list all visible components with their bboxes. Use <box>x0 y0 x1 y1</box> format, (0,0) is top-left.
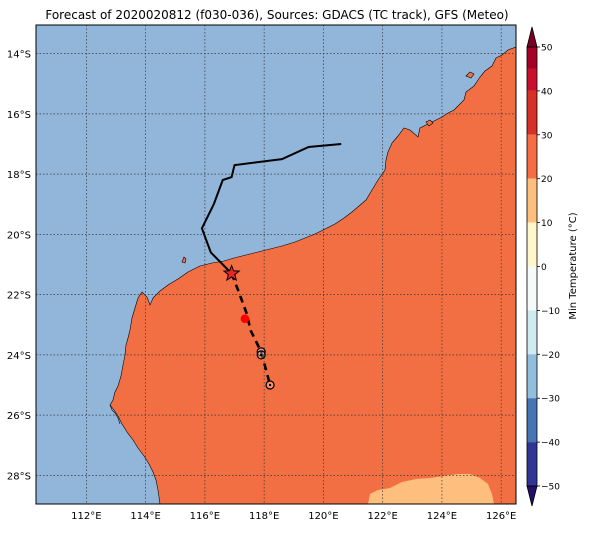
colorbar-bin <box>527 266 537 311</box>
figure-title: Forecast of 2020020812 (f030-036), Sourc… <box>45 8 508 22</box>
colorbar-tick-label: −40 <box>541 439 560 449</box>
colorbar-tick-label: −30 <box>541 395 560 405</box>
colorbar-tick-label: 0 <box>541 263 547 273</box>
y-tick-label: 22°S <box>7 291 31 302</box>
colorbar-tick-label: −10 <box>541 307 560 317</box>
colorbar-bin <box>527 47 537 69</box>
colorbar: 50 40 30 20 10 0 −10 −20 −30 −40 −50 <box>526 26 560 507</box>
y-tick-label: 24°S <box>7 351 31 362</box>
colorbar-extend-top <box>526 26 538 48</box>
colorbar-bin <box>527 178 537 223</box>
y-tick-label: 28°S <box>7 471 31 482</box>
colorbar-tick-label: 40 <box>541 87 553 97</box>
map-area[interactable] <box>36 25 516 504</box>
x-tick-label: 114°E <box>130 511 160 522</box>
colorbar-bin <box>527 354 537 399</box>
y-tick-label: 26°S <box>7 411 31 422</box>
track-forecast-line <box>230 273 272 386</box>
colorbar-tick-label: 20 <box>541 175 553 185</box>
tc-track <box>200 143 342 390</box>
gridlines <box>36 25 516 504</box>
map-frame <box>35 24 517 505</box>
x-tick-label: 116°E <box>190 511 220 522</box>
forecast-position-center <box>259 353 263 357</box>
warm-temperature-patch <box>368 474 494 504</box>
colorbar-tick-label: −20 <box>541 351 560 361</box>
colorbar-tick-label: 10 <box>541 219 553 229</box>
colorbar-tick-label: −50 <box>541 483 560 493</box>
colorbar-bin <box>527 398 537 443</box>
y-tick-label: 20°S <box>7 230 31 241</box>
colorbar-tick-label: 50 <box>541 44 553 54</box>
forecast-position-center <box>268 383 272 387</box>
island-kimberley-2 <box>425 119 434 127</box>
colorbar-bin <box>527 310 537 355</box>
colorbar-bin <box>527 442 537 486</box>
x-tick-label: 120°E <box>308 511 338 522</box>
x-tick-label: 112°E <box>71 511 101 522</box>
colorbar-bin <box>527 68 537 91</box>
colorbar-label: Min Temperature (°C) <box>568 212 579 319</box>
colorbar-bin <box>527 222 537 267</box>
current-position-star-icon <box>222 264 241 282</box>
x-tick-label: 124°E <box>427 511 457 522</box>
island-shark-bay <box>109 404 121 425</box>
colorbar-extend-bottom <box>526 485 538 507</box>
x-tick-label: 118°E <box>249 511 279 522</box>
y-tick-label: 16°S <box>7 110 31 121</box>
east-land-patch <box>504 248 516 268</box>
colorbar-bin <box>527 134 537 179</box>
y-tick-label: 18°S <box>7 170 31 181</box>
y-axis-ticks: 14°S 16°S 18°S 20°S 22°S 24°S 26°S 28°S <box>7 50 31 483</box>
x-axis-ticks: 112°E 114°E 116°E 118°E 120°E 122°E 124°E 126°E <box>71 511 516 522</box>
x-tick-label: 122°E <box>367 511 397 522</box>
colorbar-bin <box>527 90 537 135</box>
colorbar-tick-label: 30 <box>541 131 553 141</box>
island-north <box>181 256 187 264</box>
x-tick-label: 126°E <box>486 511 516 522</box>
track-past-line <box>200 143 342 275</box>
forecast-position-dot <box>240 314 250 324</box>
island-kimberley <box>465 71 475 79</box>
y-tick-label: 14°S <box>7 50 31 61</box>
